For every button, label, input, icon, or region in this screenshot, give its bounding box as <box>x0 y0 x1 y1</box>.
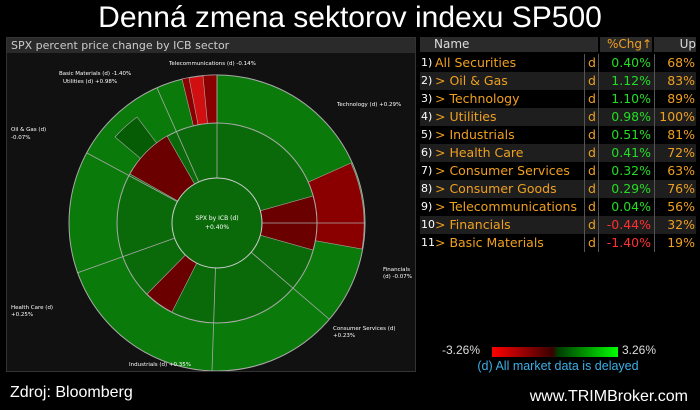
table-row[interactable]: 4) > Utilities d 0.98% 100% <box>420 108 696 126</box>
label-health-care-value: +0.25% <box>11 312 33 318</box>
row-number: 11) <box>421 236 435 249</box>
center-circle <box>171 177 263 269</box>
row-delay-flag: d <box>584 72 598 90</box>
table-row[interactable]: 8) > Consumer Goods d 0.29% 76% <box>420 180 696 198</box>
row-delay-flag: d <box>584 144 598 162</box>
row-number: 8) <box>421 182 433 195</box>
legend-min: -3.26% <box>442 343 481 357</box>
row-delay-flag: d <box>584 54 598 72</box>
row-name: > Consumer Services <box>435 163 570 178</box>
table-row[interactable]: 1) All Securities d 0.40% 68% <box>420 54 696 72</box>
row-number: 6) <box>421 146 433 159</box>
row-name: > Oil & Gas <box>435 73 508 88</box>
row-number: 2) <box>421 74 433 87</box>
row-pct-change: 0.04% <box>598 198 651 216</box>
row-delay-flag: d <box>584 234 598 252</box>
delayed-note: (d) All market data is delayed <box>477 359 639 373</box>
label-consumer-services: Consumer Services (d) <box>333 326 396 332</box>
row-delay-flag: d <box>584 162 598 180</box>
row-up-pct: 76% <box>654 180 695 198</box>
row-pct-change: 0.32% <box>598 162 651 180</box>
header-chg[interactable]: %Chg↑ <box>600 37 652 52</box>
row-pct-change: -0.44% <box>598 216 651 234</box>
table-row[interactable]: 7) > Consumer Services d 0.32% 63% <box>420 162 696 180</box>
row-up-pct: 89% <box>654 90 695 108</box>
row-pct-change: 0.29% <box>598 180 651 198</box>
row-name: > Financials <box>435 217 511 232</box>
label-health-care: Health Care (d) <box>11 305 53 311</box>
page-title: Denná zmena sektorov indexu SP500 <box>98 1 602 34</box>
table-row[interactable]: 11)> Basic Materials d-1.40%19% <box>420 234 696 252</box>
table-row[interactable]: 2) > Oil & Gas d 1.12% 83% <box>420 72 696 90</box>
label-technology: Technology (d) +0.29% <box>336 102 401 108</box>
table-row[interactable]: 10)> Financials d-0.44%32% <box>420 216 696 234</box>
row-delay-flag: d <box>584 198 598 216</box>
label-financials: Financials <box>383 267 410 273</box>
row-pct-change: -1.40% <box>598 234 651 252</box>
table-row[interactable]: 5) > Industrials d 0.51% 81% <box>420 126 696 144</box>
label-utilities: Utilities (d) +0.98% <box>63 79 117 85</box>
row-up-pct: 68% <box>654 54 695 72</box>
row-number: 3) <box>421 92 433 105</box>
row-number: 5) <box>421 128 433 141</box>
row-pct-change: 1.12% <box>598 72 651 90</box>
chart-panel-header: SPX percent price change by ICB sector <box>7 38 415 53</box>
row-number: 1) <box>421 56 433 69</box>
row-delay-flag: d <box>584 126 598 144</box>
label-basic-materials: Basic Materials (d) -1.40% <box>59 71 131 77</box>
row-name: > Utilities <box>435 109 497 124</box>
label-industrials: Industrials (d) +0.35% <box>129 362 191 368</box>
row-up-pct: 81% <box>654 126 695 144</box>
header-up[interactable]: Up <box>654 37 696 52</box>
row-name: All Securities <box>435 55 517 70</box>
row-number: 9) <box>421 200 433 213</box>
header-name[interactable]: Name <box>420 37 598 52</box>
table-row[interactable]: 6) > Health Care d 0.41% 72% <box>420 144 696 162</box>
row-name: > Telecommunications <box>435 199 577 214</box>
row-delay-flag: d <box>584 90 598 108</box>
row-up-pct: 83% <box>654 72 695 90</box>
row-pct-change: 0.51% <box>598 126 651 144</box>
color-scale-bar <box>492 347 618 357</box>
legend-max: 3.26% <box>622 343 657 357</box>
row-up-pct: 63% <box>654 162 695 180</box>
row-pct-change: 0.98% <box>598 108 651 126</box>
row-number: 7) <box>421 164 433 177</box>
row-delay-flag: d <box>584 108 598 126</box>
label-consumer-services-value: +0.23% <box>333 333 355 339</box>
table-row[interactable]: 9) > Telecommunications d 0.04% 56% <box>420 198 696 216</box>
site-url[interactable]: www.TRIMBroker.com <box>529 388 688 405</box>
row-pct-change: 0.41% <box>598 144 651 162</box>
source-text: Zdroj: Bloomberg <box>10 384 133 401</box>
row-number: 10) <box>421 218 435 231</box>
row-pct-change: 0.40% <box>598 54 651 72</box>
row-delay-flag: d <box>584 180 598 198</box>
row-name: > Consumer Goods <box>435 181 557 196</box>
row-number: 4) <box>421 110 433 123</box>
row-up-pct: 56% <box>654 198 695 216</box>
sector-table: Name %Chg↑ Up 1) All Securities d 0.40% 68% 2… <box>420 37 696 372</box>
row-pct-change: 1.10% <box>598 90 651 108</box>
label-financials-value: (d) -0.07% <box>383 274 412 280</box>
center-label: SPX by ICB (d) <box>195 215 238 222</box>
label-oil-gas-value: -0.07% <box>11 135 30 141</box>
row-name: > Health Care <box>435 145 524 160</box>
table-row[interactable]: 3) > Technology d 1.10% 89% <box>420 90 696 108</box>
row-delay-flag: d <box>584 216 598 234</box>
center-value: +0.40% <box>205 224 229 231</box>
row-up-pct: 19% <box>654 234 695 252</box>
row-name: > Industrials <box>435 127 515 142</box>
label-oil-gas: Oil & Gas (d) <box>11 127 46 133</box>
row-name: > Basic Materials <box>435 235 544 250</box>
label-telecom: Telecommunications (d) -0.14% <box>168 61 256 67</box>
row-up-pct: 100% <box>654 108 695 126</box>
row-name: > Technology <box>435 91 520 106</box>
sunburst-chart: SPX by ICB (d) +0.40% Telecommunications… <box>11 61 412 371</box>
row-up-pct: 32% <box>654 216 695 234</box>
sunburst-panel: SPX percent price change by ICB sector S… <box>6 37 416 372</box>
row-up-pct: 72% <box>654 144 695 162</box>
